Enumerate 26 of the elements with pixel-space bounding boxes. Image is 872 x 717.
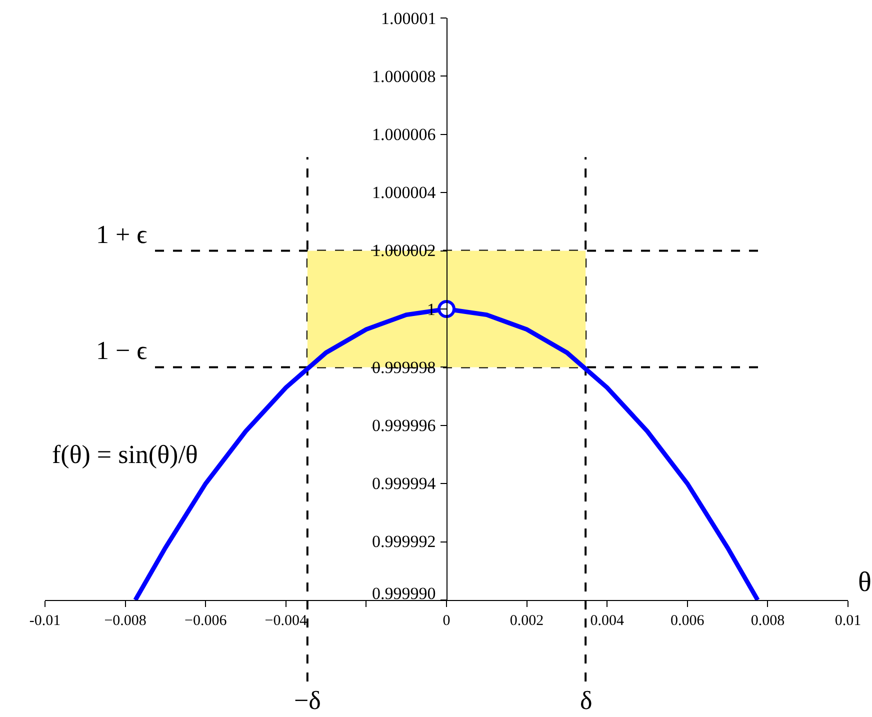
x-tick-label: −0.008 xyxy=(104,613,146,629)
x-tick-label: 0.002 xyxy=(510,613,544,629)
x-tick-label: 0.008 xyxy=(750,613,785,629)
x-tick-label: 0.006 xyxy=(670,613,705,629)
ref-line-label: 1 − ϵ xyxy=(96,336,148,365)
y-tick-label: 1.000006 xyxy=(372,125,436,144)
x-tick-label: −0.006 xyxy=(184,613,228,629)
x-tick-label: 0.004 xyxy=(590,613,624,629)
y-tick-label: 0.999994 xyxy=(372,474,436,493)
ref-line-label: −δ xyxy=(294,686,321,715)
y-tick-label: 0.999992 xyxy=(372,532,436,551)
x-tick-label: -0.01 xyxy=(29,613,61,629)
y-tick-label: 1.00001 xyxy=(381,9,436,28)
y-tick-label: 0.999998 xyxy=(372,358,436,377)
x-tick-label: 0 xyxy=(442,613,450,629)
y-tick-label: 0.999990 xyxy=(372,584,436,603)
ref-line-label: 1 + ϵ xyxy=(96,220,148,249)
x-tick-label: 0.01 xyxy=(834,613,862,629)
y-tick-label: 1.000002 xyxy=(372,241,436,260)
x-tick-label: −0.004 xyxy=(264,613,308,629)
x-axis-title: θ xyxy=(858,567,872,598)
annotation: f(θ) = sin(θ)/θ xyxy=(52,440,198,469)
ref-line-label: δ xyxy=(580,686,592,715)
y-tick-label: 1.000004 xyxy=(372,183,436,202)
y-tick-label: 1.000008 xyxy=(372,67,436,86)
y-tick-label: 0.999996 xyxy=(372,416,436,435)
